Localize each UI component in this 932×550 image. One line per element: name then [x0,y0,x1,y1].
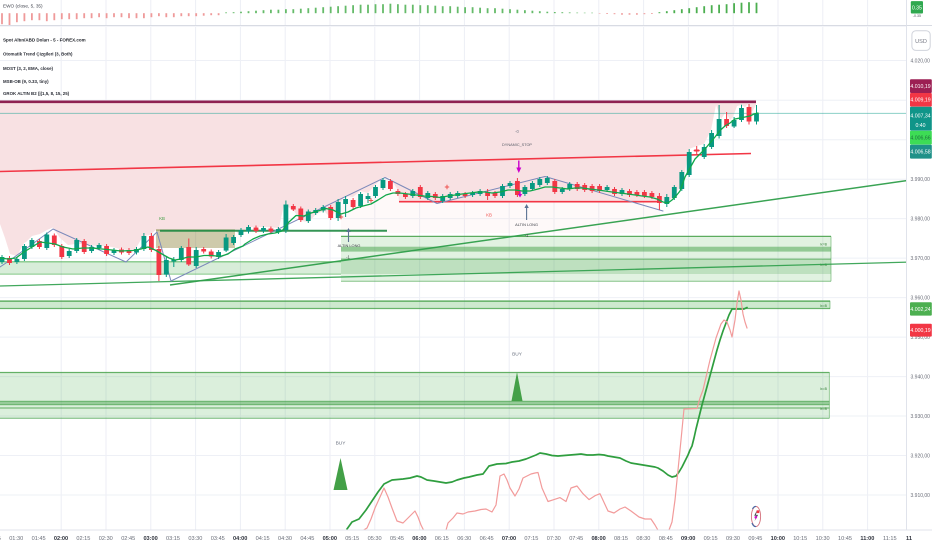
svg-text:EWO (close, 5, 35): EWO (close, 5, 35) [3,4,43,9]
svg-text:KB: KB [486,213,492,218]
svg-text:3.920,00: 3.920,00 [911,454,931,460]
svg-text:03:00: 03:00 [143,536,157,542]
svg-text:04:15: 04:15 [256,536,270,542]
svg-text:09:15: 09:15 [704,536,718,542]
svg-text:BUY: BUY [512,352,523,358]
svg-text:04:30: 04:30 [278,536,292,542]
svg-text:06:30: 06:30 [457,536,471,542]
svg-text:09:00: 09:00 [681,536,695,542]
svg-text:11:15: 11:15 [883,536,897,542]
svg-text:08:15: 08:15 [614,536,628,542]
svg-text:02:45: 02:45 [121,536,135,542]
svg-text:11: 11 [906,536,912,542]
svg-text:04:00: 04:00 [233,536,247,542]
svg-text:Spot Altın/ABD Doları - 5 - FO: Spot Altın/ABD Doları - 5 - FOREX.com [3,37,86,42]
svg-text:lx=B: lx=B [820,407,827,411]
svg-text:-1: -1 [525,233,529,238]
svg-text:02:30: 02:30 [99,536,113,542]
svg-text:4.006,58: 4.006,58 [910,150,930,156]
svg-text:03:15: 03:15 [166,536,180,542]
svg-text:05:00: 05:00 [323,536,337,542]
svg-text:ALTIN LONG: ALTIN LONG [338,243,361,248]
svg-text:3.960,00: 3.960,00 [911,296,931,302]
svg-text:MOST (3, 2, EMA, close): MOST (3, 2, EMA, close) [3,66,54,71]
svg-text:0.35: 0.35 [912,6,922,12]
svg-text:3.910,00: 3.910,00 [911,493,931,499]
svg-text:Otomatik Trend Çizgileri (3, B: Otomatik Trend Çizgileri (3, Both) [3,51,73,56]
svg-text:05:30: 05:30 [368,536,382,542]
svg-text:09:30: 09:30 [726,536,740,542]
svg-text:lx=B: lx=B [820,387,827,391]
svg-text:08:45: 08:45 [659,536,673,542]
svg-text:BUY: BUY [336,441,347,447]
svg-text:4.020,00: 4.020,00 [911,59,931,65]
svg-text:lx=B: lx=B [820,263,827,267]
svg-text:3.970,00: 3.970,00 [911,256,931,262]
svg-text:04:45: 04:45 [300,536,314,542]
svg-text:3.950,00: 3.950,00 [911,335,931,341]
svg-text:4.009,19: 4.009,19 [910,98,930,104]
svg-text:4.010,19: 4.010,19 [910,84,930,90]
svg-text:MSB-OB (9, 0.33, tiny): MSB-OB (9, 0.33, tiny) [3,79,49,84]
svg-text:08:30: 08:30 [636,536,650,542]
svg-text:KB: KB [159,216,165,221]
svg-text:02:15: 02:15 [76,536,90,542]
svg-text:0:40: 0:40 [915,123,925,129]
svg-text:06:15: 06:15 [435,536,449,542]
svg-text:10:45: 10:45 [838,536,852,542]
svg-text:4.006,66: 4.006,66 [910,136,930,142]
svg-text:3.930,00: 3.930,00 [911,414,931,420]
svg-text:10:00: 10:00 [771,536,785,542]
svg-text:02:00: 02:00 [54,536,68,542]
svg-text:10:30: 10:30 [816,536,830,542]
svg-text:-0: -0 [515,129,519,134]
svg-text:03:30: 03:30 [188,536,202,542]
svg-text:08:00: 08:00 [591,536,605,542]
svg-text:lx=B: lx=B [820,304,827,308]
svg-text:03:45: 03:45 [211,536,225,542]
svg-text:4.000,19: 4.000,19 [910,328,930,334]
svg-text:05:45: 05:45 [390,536,404,542]
svg-text:11:00: 11:00 [860,536,874,542]
svg-text:lx=B: lx=B [820,242,827,246]
svg-text:09:45: 09:45 [748,536,762,542]
svg-text:-0.35: -0.35 [913,14,921,18]
svg-text:06:45: 06:45 [480,536,494,542]
svg-text:01:30: 01:30 [9,536,23,542]
svg-text:07:30: 07:30 [547,536,561,542]
svg-text:GROK ALTIN B2 (|(1,5, 8, 15, 2: GROK ALTIN B2 (|(1,5, 8, 15, 25) [3,91,70,96]
svg-text:-1: -1 [346,255,350,260]
svg-text:3.990,00: 3.990,00 [911,177,931,183]
svg-text:USD: USD [915,39,927,45]
svg-text:4.007,34: 4.007,34 [910,114,930,120]
svg-text:ALTIN LONG: ALTIN LONG [515,222,538,227]
svg-text:4.002,24: 4.002,24 [910,307,930,313]
svg-text:07:15: 07:15 [524,536,538,542]
svg-text:07:00: 07:00 [502,536,516,542]
svg-text:05:15: 05:15 [345,536,359,542]
svg-text:01:45: 01:45 [32,536,46,542]
svg-text:3.940,00: 3.940,00 [911,375,931,381]
svg-text:3.980,00: 3.980,00 [911,217,931,223]
svg-text:06:00: 06:00 [412,536,426,542]
svg-text:01:15: 01:15 [0,536,1,542]
svg-text:07:45: 07:45 [569,536,583,542]
svg-text:10:15: 10:15 [793,536,807,542]
svg-text:DYNAMIC_STOP: DYNAMIC_STOP [502,143,532,147]
